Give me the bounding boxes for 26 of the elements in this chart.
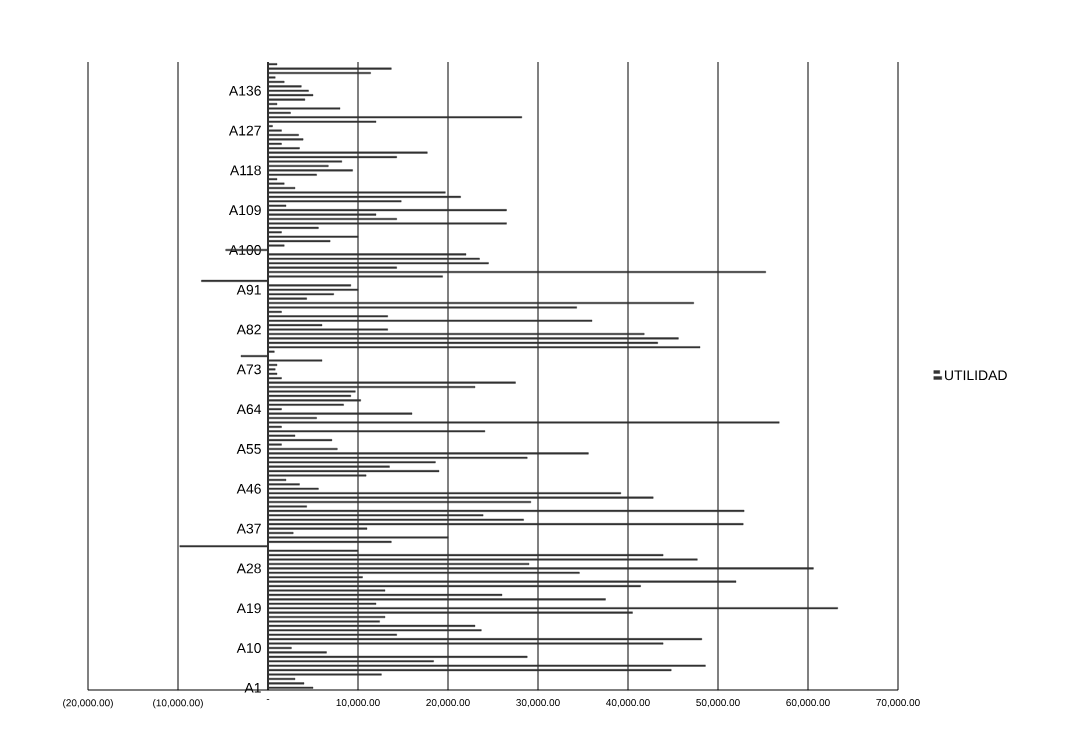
y-tick-label: A73 bbox=[236, 364, 261, 375]
x-tick-label: 20,000.00 bbox=[426, 699, 470, 708]
x-tick-label: 10,000.00 bbox=[336, 699, 380, 708]
y-tick-label: A64 bbox=[236, 404, 262, 415]
y-tick-label: A10 bbox=[236, 643, 261, 653]
y-tick-label: A82 bbox=[236, 324, 261, 335]
x-tick-label: 30,000.00 bbox=[516, 699, 560, 708]
x-tick-label: - bbox=[266, 699, 270, 700]
x-tick-label: 70,000.00 bbox=[876, 699, 920, 708]
y-tick-label: A28 bbox=[236, 563, 261, 574]
y-tick-label: A55 bbox=[236, 444, 261, 454]
y-tick-label: A127 bbox=[228, 125, 261, 136]
y-tick-label: A118 bbox=[229, 165, 261, 176]
y-tick-label: A1 bbox=[244, 683, 261, 693]
x-tick-label: (10,000.00) bbox=[153, 699, 203, 709]
y-tick-label: A46 bbox=[236, 483, 261, 494]
x-tick-label: 40,000.00 bbox=[606, 699, 650, 708]
x-tick-label: 50,000.00 bbox=[696, 699, 740, 708]
legend-label: UTILIDAD bbox=[945, 370, 1007, 381]
y-tick-label: A91 bbox=[236, 284, 261, 295]
y-tick-label: A136 bbox=[228, 85, 261, 96]
y-tick-label: A19 bbox=[236, 603, 261, 614]
y-tick-label: A37 bbox=[236, 523, 261, 534]
y-tick-label: A109 bbox=[228, 205, 261, 216]
x-tick-label: 60,000.00 bbox=[786, 699, 830, 708]
x-tick-label: (20,000.00) bbox=[63, 699, 113, 709]
